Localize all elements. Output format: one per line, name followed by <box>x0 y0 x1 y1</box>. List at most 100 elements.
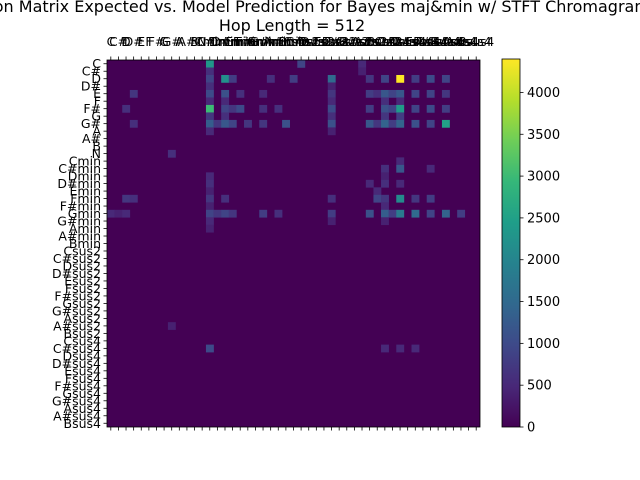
heatmap-cell <box>373 194 382 203</box>
x-tick-label: Gsus2 <box>336 35 373 49</box>
y-tick-label: F#sus4 <box>54 378 101 393</box>
heatmap-cell <box>327 217 336 226</box>
x-tick-label: C <box>107 35 115 49</box>
x-tick-label: Bsus2 <box>367 35 403 49</box>
x-tick-label: G <box>159 35 168 49</box>
x-tick-label: G#min <box>250 35 292 49</box>
heatmap-cell <box>396 157 405 166</box>
heatmap-cell <box>274 209 283 218</box>
heatmap-cell <box>205 104 214 113</box>
heatmap-cell <box>426 119 435 128</box>
y-tick-label: D <box>91 71 101 86</box>
x-tick-label: C#sus4 <box>377 35 423 49</box>
y-tick-label: Cmin <box>69 154 101 169</box>
y-tick-label: G# <box>81 116 101 131</box>
colorbar-ticks: 0 500 1000 1500 2000 2500 3000 3500 4000 <box>520 86 560 436</box>
heatmap-cell <box>381 344 389 353</box>
heatmap-cell <box>373 89 382 98</box>
x-tick-label: Amin <box>263 35 294 49</box>
heatmap-cell <box>205 119 214 128</box>
y-tick-label: A#sus4 <box>53 408 101 423</box>
heatmap-cell <box>381 179 389 188</box>
y-tick-label: Fsus2 <box>65 281 101 296</box>
y-axis-ticks: CC#DD#EFF#GG#AA#BNCminC#minDminD#minEmin… <box>52 56 107 431</box>
y-tick-label: G#sus4 <box>52 393 101 408</box>
y-tick-label: Bmin <box>69 236 101 251</box>
x-tick-label: D#min <box>212 35 254 49</box>
x-tick-label: G# <box>162 35 181 49</box>
y-tick-label: D#min <box>57 176 101 191</box>
y-tick-label: D# <box>81 79 101 94</box>
heatmap-cell <box>457 209 466 218</box>
y-tick-label: Csus4 <box>63 333 101 348</box>
heatmap-cell <box>167 149 176 158</box>
heatmap-cell <box>205 224 214 233</box>
heatmap-cell <box>205 74 214 83</box>
y-tick-label: Dmin <box>68 169 101 184</box>
x-tick-label: D#sus4 <box>392 35 439 49</box>
heatmap-cell <box>411 104 420 113</box>
x-tick-label: Gmin <box>247 35 279 49</box>
colorbar <box>501 58 521 428</box>
x-tick-label: C#min <box>197 35 238 49</box>
heatmap-cell <box>129 194 138 203</box>
x-tick-label: Gsus4 <box>427 35 464 49</box>
x-tick-label: C#sus2 <box>286 35 332 49</box>
x-tick-label: D# <box>124 35 143 49</box>
y-tick-label: D#sus4 <box>52 356 101 371</box>
heatmap-cell <box>396 344 405 353</box>
x-tick-label: Bmin <box>278 35 309 49</box>
heatmap-cell <box>221 194 230 203</box>
heatmap-cell <box>129 119 138 128</box>
heatmap-cell <box>282 119 290 128</box>
x-tick-label: D <box>121 35 130 49</box>
y-tick-label: C# <box>82 64 101 79</box>
y-tick-label: C#min <box>58 161 101 176</box>
x-tick-label: C# <box>109 35 127 49</box>
heatmap-cell <box>411 119 420 128</box>
x-tick-label: Fsus4 <box>413 35 448 49</box>
x-tick-label: Csus2 <box>283 35 319 49</box>
y-tick-label: G <box>91 109 101 124</box>
heatmap-cell <box>122 209 131 218</box>
x-tick-label: Asus2 <box>352 35 388 49</box>
x-tick-label: Fsus2 <box>322 35 357 49</box>
colorbar-tick-label: 3500 <box>527 128 560 143</box>
heatmap-cell <box>122 104 131 113</box>
colorbar-tick-label: 3000 <box>527 170 560 185</box>
heatmap-cell <box>266 74 275 83</box>
y-tick-label: Gsus4 <box>62 386 101 401</box>
y-tick-label: Asus4 <box>64 401 101 416</box>
heatmap-cell <box>396 97 405 106</box>
y-tick-label: D#sus2 <box>52 266 101 281</box>
y-tick-label: Csus2 <box>63 243 101 258</box>
y-tick-label: Gsus2 <box>62 296 101 311</box>
heatmap-cell <box>411 194 420 203</box>
heatmap-cell <box>259 89 268 98</box>
y-tick-label: A#sus2 <box>53 318 101 333</box>
heatmap-cell <box>327 209 336 218</box>
heatmap-cell <box>388 119 397 128</box>
y-tick-label: Asus2 <box>64 311 101 326</box>
heatmap-cell <box>441 74 450 83</box>
y-tick-label: Gmin <box>68 206 101 221</box>
heatmap-cell <box>205 67 214 76</box>
y-tick-label: B <box>92 139 101 154</box>
x-tick-label: Bsus4 <box>458 35 494 49</box>
heatmap-cell <box>365 209 374 218</box>
heatmap-cell <box>274 104 283 113</box>
heatmap-cell <box>228 209 237 218</box>
heatmap-cell <box>205 217 214 226</box>
heatmap-cell <box>213 209 222 218</box>
heatmap-cell <box>327 194 336 203</box>
colorbar-tick-label: 1000 <box>527 337 560 352</box>
heatmap-cell <box>381 104 389 113</box>
heatmap-cell <box>327 74 336 83</box>
y-tick-label: F# <box>83 101 101 116</box>
colorbar-tick-label: 2500 <box>527 211 560 226</box>
heatmap-cell <box>365 74 374 83</box>
heatmap-background <box>107 60 480 427</box>
y-tick-label: Bsus4 <box>64 416 102 431</box>
heatmap-cell <box>358 67 367 76</box>
